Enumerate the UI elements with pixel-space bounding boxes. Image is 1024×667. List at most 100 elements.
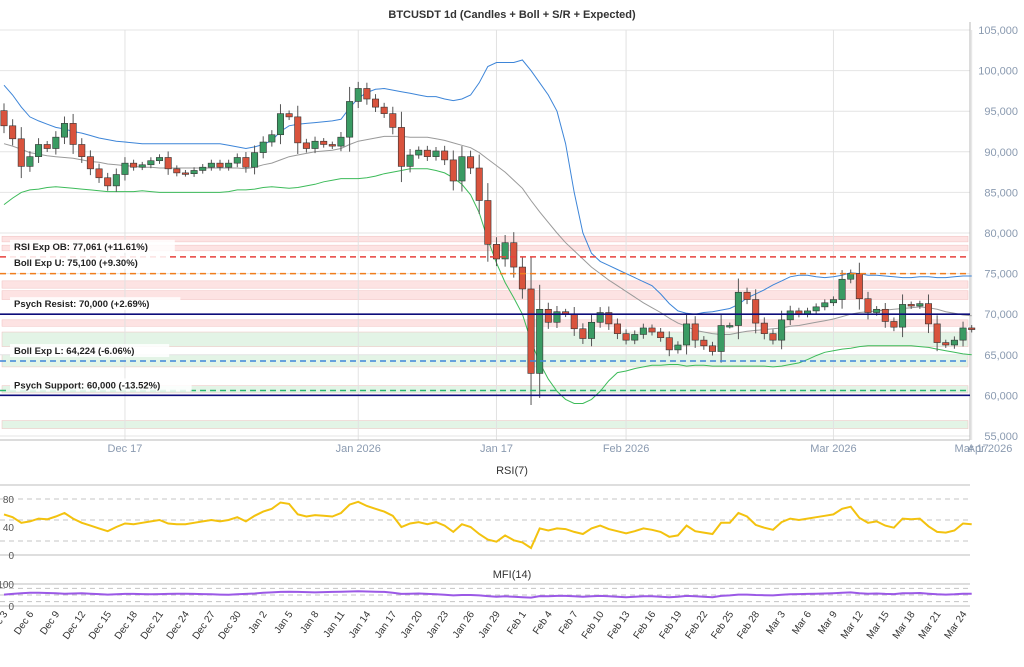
x-tick-label: Mar 2026 xyxy=(810,443,856,455)
x-tick-label: Feb 2026 xyxy=(603,443,649,455)
candle-body xyxy=(821,302,829,308)
date-label: Feb 4 xyxy=(531,609,555,637)
candle-body xyxy=(890,321,898,328)
candle-body xyxy=(726,325,734,328)
candle-body xyxy=(838,278,846,300)
candle-body xyxy=(311,140,319,149)
date-label: Jan 5 xyxy=(273,609,296,636)
candle-body xyxy=(829,299,837,304)
candle-body xyxy=(397,127,405,167)
date-label: Feb 28 xyxy=(735,609,762,641)
candle-body xyxy=(207,162,215,168)
price-panel: 55,000 60,000 65,000 70,000 75,000 80,000 85,0… xyxy=(0,22,1018,455)
candle-body xyxy=(527,288,535,374)
date-label: Feb 16 xyxy=(632,609,659,641)
candle-body xyxy=(691,323,699,341)
date-label: Feb 10 xyxy=(580,609,607,641)
candle-body xyxy=(674,344,682,351)
date-label: Mar 24 xyxy=(943,609,970,641)
date-label: Feb 22 xyxy=(683,609,710,641)
candle-body xyxy=(423,149,431,157)
candle-body xyxy=(216,162,224,168)
date-label: Jan 17 xyxy=(373,609,399,640)
candle-body xyxy=(199,166,207,171)
date-label: Feb 25 xyxy=(709,609,736,641)
candle-body xyxy=(475,167,483,201)
candle-body xyxy=(639,327,647,335)
date-label: Dec 15 xyxy=(87,609,114,642)
candle-body xyxy=(43,144,51,149)
candle-body xyxy=(164,157,172,170)
candle-body xyxy=(78,144,86,157)
candle-body xyxy=(907,304,915,307)
date-label: Feb 1 xyxy=(505,609,529,637)
candle-body xyxy=(467,156,475,169)
rsi-tick-label: 80 xyxy=(3,495,15,506)
candle-body xyxy=(242,157,250,168)
candle-body xyxy=(337,136,345,147)
candle-body xyxy=(276,113,284,136)
mfi-title: MFI(14) xyxy=(493,569,532,581)
date-label: Feb 13 xyxy=(606,609,633,641)
candle-body xyxy=(778,319,786,341)
price-zone-5 xyxy=(1,331,969,347)
date-label: Jan 11 xyxy=(322,609,348,640)
rsi-panel: 0 40 80 xyxy=(0,484,972,562)
candle-body xyxy=(363,88,371,100)
candle-body xyxy=(346,101,354,138)
candle-body xyxy=(683,323,691,346)
date-label: Dec 27 xyxy=(191,609,218,642)
candle-body xyxy=(69,123,77,145)
chart-title: BTCUSDT 1d (Candles + Boll + S/R + Expec… xyxy=(388,9,636,21)
candle-body xyxy=(285,113,293,118)
date-label: Mar 18 xyxy=(891,609,918,641)
date-label: Mar 3 xyxy=(764,609,788,637)
candle-body xyxy=(320,140,328,145)
rsi-tick-label: 0 xyxy=(8,551,14,562)
candle-body xyxy=(17,138,25,167)
candle-body xyxy=(968,327,976,330)
candle-body xyxy=(847,273,855,280)
candle-body xyxy=(579,328,587,339)
date-label: Feb 7 xyxy=(557,609,581,637)
candle-body xyxy=(173,168,181,174)
candle-body xyxy=(536,308,544,374)
x-tick-label: Apr 2026 xyxy=(968,443,1013,455)
mfi-tick-label: 0 xyxy=(8,602,14,613)
candle-body xyxy=(259,141,267,153)
date-label: Mar 15 xyxy=(865,609,892,641)
price-zone-7 xyxy=(1,385,969,394)
price-zone-1 xyxy=(1,244,969,252)
date-label: Mar 21 xyxy=(917,609,944,641)
candle-body xyxy=(458,156,466,182)
candle-body xyxy=(812,306,820,312)
date-label: Dec 3 xyxy=(0,609,11,637)
candle-body xyxy=(605,312,613,325)
candle-body xyxy=(596,312,604,323)
candle-body xyxy=(708,345,716,352)
candle-body xyxy=(648,327,656,333)
price-tick-label: 70,000 xyxy=(984,309,1018,321)
date-label: Dec 30 xyxy=(217,609,244,642)
price-zone-3 xyxy=(1,290,969,300)
candle-body xyxy=(9,125,17,140)
price-zone-4 xyxy=(1,319,969,327)
candle-body xyxy=(484,200,492,245)
date-label: Jan 20 xyxy=(399,609,425,640)
candle-body xyxy=(864,298,872,313)
candle-body xyxy=(631,334,639,341)
date-label: Dec 9 xyxy=(38,609,62,637)
level-label-bg xyxy=(10,255,170,269)
candle-body xyxy=(570,313,578,330)
date-label: Jan 8 xyxy=(298,609,321,636)
x-tick-label: Mar 17 xyxy=(955,443,989,455)
date-label: Jan 14 xyxy=(347,609,373,640)
candle-body xyxy=(492,244,500,260)
candle-body xyxy=(899,304,907,328)
level-label: Psych Support: 60,000 (-13.52%) xyxy=(14,380,160,391)
price-tick-label: 65,000 xyxy=(984,350,1018,362)
candle-body xyxy=(959,327,967,341)
date-label: Feb 19 xyxy=(657,609,684,641)
date-label: Jan 26 xyxy=(451,609,477,640)
candle-body xyxy=(95,168,103,179)
